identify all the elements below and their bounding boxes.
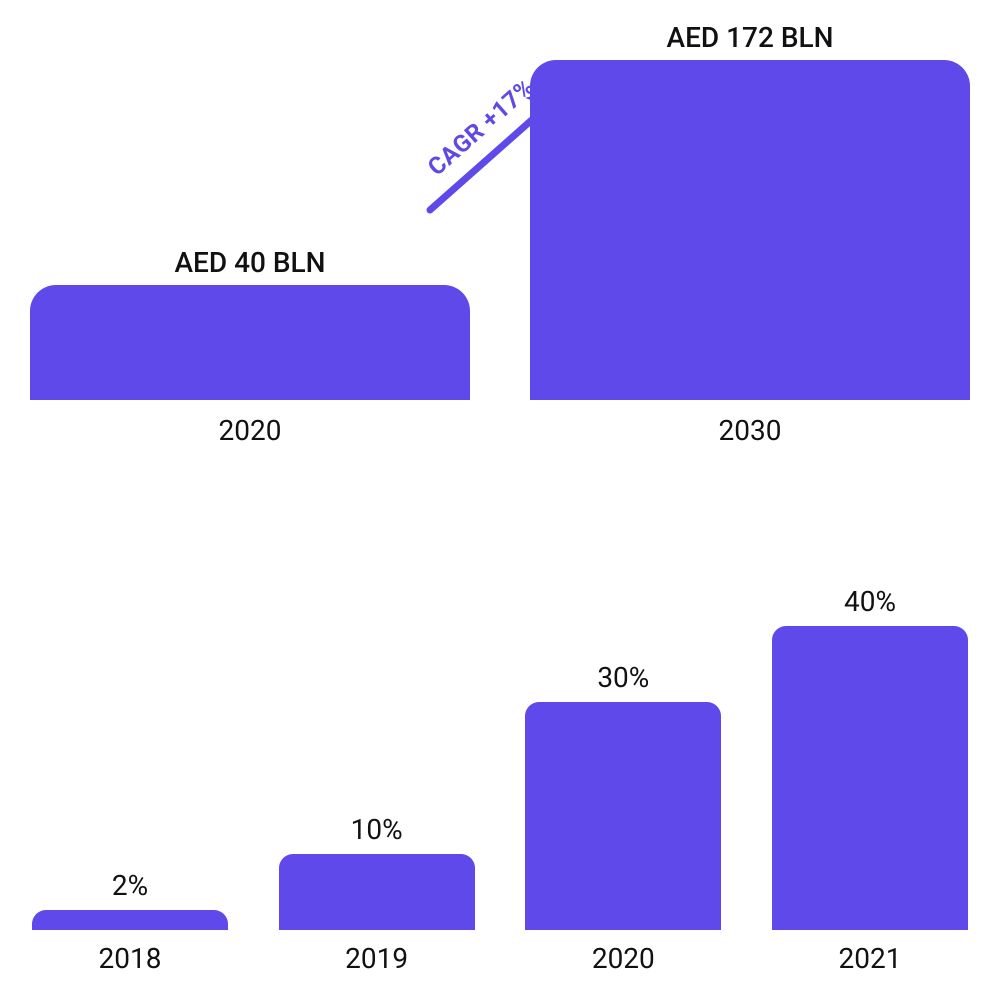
bot-x-2018: 2018 — [30, 942, 230, 982]
bot-bar-2019-value: 10% — [351, 816, 403, 844]
bot-bar-2020-rect — [525, 702, 721, 930]
top-x-2030: 2030 — [530, 414, 970, 447]
top-x-2020: 2020 — [30, 414, 470, 447]
percent-growth-chart: 2% 10% 30% 40% — [30, 550, 970, 930]
bot-x-2020: 2020 — [523, 942, 723, 982]
bot-bar-2021: 40% — [770, 588, 970, 930]
bot-bar-2021-rect — [772, 626, 968, 930]
bot-bar-2018-rect — [32, 910, 228, 930]
bot-x-2019: 2019 — [277, 942, 477, 982]
bot-bar-2019: 10% — [277, 816, 477, 930]
bot-x-2021: 2021 — [770, 942, 970, 982]
bottom-x-axis: 2018 2019 2020 2021 — [30, 942, 970, 982]
bot-bar-2018: 2% — [30, 872, 230, 930]
bot-bar-2020: 30% — [523, 664, 723, 930]
bottom-bars-area: 2% 10% 30% 40% — [30, 550, 970, 930]
cagr-arrow-icon — [30, 0, 970, 400]
bot-bar-2021-value: 40% — [844, 588, 896, 616]
top-x-axis: 2020 2030 — [30, 414, 970, 454]
market-size-chart: AED 40 BLN AED 172 BLN CAGR +17% — [30, 0, 970, 400]
bot-bar-2018-value: 2% — [112, 872, 148, 900]
bot-bar-2020-value: 30% — [597, 664, 649, 692]
bot-bar-2019-rect — [279, 854, 475, 930]
